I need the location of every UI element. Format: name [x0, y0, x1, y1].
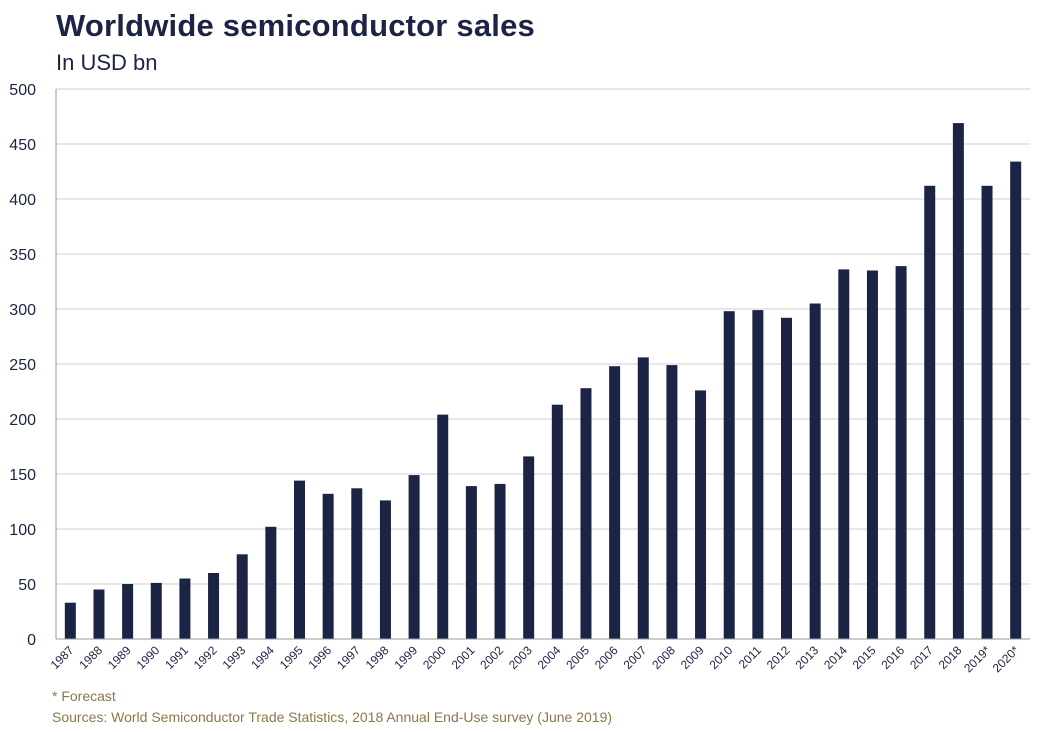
- bar-2016: [895, 266, 907, 639]
- chart-subtitle: In USD bn: [56, 50, 158, 75]
- x-tick-label: 2012: [764, 643, 793, 672]
- bar-1989: [122, 584, 134, 639]
- bar-2009: [695, 390, 707, 639]
- y-tick-label: 500: [9, 82, 36, 99]
- x-tick-label: 2017: [907, 643, 936, 672]
- x-tick-label: 2001: [449, 643, 478, 672]
- y-tick-label: 150: [9, 467, 36, 484]
- x-tick-label: 2008: [649, 643, 678, 672]
- x-tick-label: 2014: [821, 643, 850, 672]
- bar-2011: [752, 310, 764, 639]
- bar-2010: [723, 311, 735, 639]
- x-tick-label: 2020*: [990, 643, 1022, 675]
- bar-2013: [809, 303, 821, 639]
- x-tick-label: 1990: [134, 643, 163, 672]
- x-tick-label: 1994: [248, 643, 277, 672]
- bar-2014: [838, 269, 850, 639]
- x-tick-label: 2004: [535, 643, 564, 672]
- bar-1988: [93, 589, 105, 639]
- bars: [64, 123, 1022, 640]
- bar-2005: [580, 388, 592, 639]
- x-tick-label: 1998: [363, 643, 392, 672]
- x-tick-label: 2002: [477, 643, 506, 672]
- bar-1997: [351, 488, 363, 639]
- x-tick-label: 2006: [592, 643, 621, 672]
- x-tick-label: 1992: [191, 643, 220, 672]
- bar-2007: [637, 357, 649, 639]
- bar-1999: [408, 475, 420, 639]
- bar-2004: [551, 404, 563, 639]
- bar-1993: [236, 554, 248, 639]
- bar-2002: [494, 483, 506, 639]
- y-tick-label: 450: [9, 137, 36, 154]
- bar-1992: [208, 573, 220, 639]
- bar-2003: [523, 456, 535, 639]
- y-tick-label: 100: [9, 522, 36, 539]
- x-tick-label: 2018: [936, 643, 965, 672]
- bar-1987: [64, 602, 76, 639]
- chart-title: Worldwide semiconductor sales: [56, 8, 535, 43]
- x-tick-label: 2005: [563, 643, 592, 672]
- y-axis-ticks: 0 50 100 150 200 250 300 350 400 450 500: [9, 82, 36, 649]
- x-tick-label: 1995: [277, 643, 306, 672]
- x-tick-label: 2007: [621, 643, 650, 672]
- x-tick-label: 1996: [305, 643, 334, 672]
- bar-2000: [437, 414, 449, 639]
- y-tick-label: 200: [9, 412, 36, 429]
- x-tick-label: 2000: [420, 643, 449, 672]
- x-tick-label: 1993: [220, 643, 249, 672]
- source-note: Sources: World Semiconductor Trade Stati…: [52, 709, 613, 725]
- bar-2012: [781, 317, 792, 639]
- footnote-forecast: * Forecast: [52, 688, 116, 704]
- bar-1995: [294, 480, 305, 639]
- x-tick-label: 2009: [678, 643, 707, 672]
- x-tick-label: 1987: [48, 643, 77, 672]
- bar-2019-forecast: [981, 185, 993, 640]
- y-tick-label: 400: [9, 192, 36, 209]
- y-tick-label: 50: [18, 577, 36, 594]
- x-tick-label: 2003: [506, 643, 535, 672]
- bar-2008: [666, 365, 678, 639]
- y-tick-label: 250: [9, 357, 36, 374]
- x-axis-ticks: 1987 1988 1989 1990 1991 1992 1993 1994 1995 1996…: [48, 643, 1022, 675]
- bar-1996: [322, 493, 334, 639]
- x-tick-label: 1991: [162, 643, 191, 672]
- y-tick-label: 350: [9, 247, 36, 264]
- x-tick-label: 2019*: [961, 643, 993, 675]
- bar-1998: [379, 500, 391, 639]
- bar-2001: [465, 486, 477, 639]
- x-tick-label: 1999: [391, 643, 420, 672]
- x-tick-label: 2010: [707, 643, 736, 672]
- gridlines: [56, 88, 1030, 585]
- x-tick-label: 2013: [792, 643, 821, 672]
- x-tick-label: 1989: [105, 643, 134, 672]
- x-tick-label: 2011: [736, 643, 764, 671]
- x-tick-label: 2016: [878, 643, 907, 672]
- bar-1990: [150, 582, 162, 639]
- bar-2018: [952, 123, 964, 640]
- x-tick-label: 1988: [76, 643, 105, 672]
- y-tick-label: 300: [9, 302, 36, 319]
- bar-2006: [609, 366, 621, 639]
- bar-2020-forecast: [1010, 161, 1022, 639]
- bar-2017: [924, 185, 936, 640]
- x-tick-label: 2015: [850, 643, 879, 672]
- bar-1991: [179, 578, 191, 639]
- bar-1994: [265, 526, 277, 639]
- y-tick-label: 0: [27, 632, 36, 649]
- x-tick-label: 1997: [334, 643, 363, 672]
- bar-2015: [866, 270, 878, 639]
